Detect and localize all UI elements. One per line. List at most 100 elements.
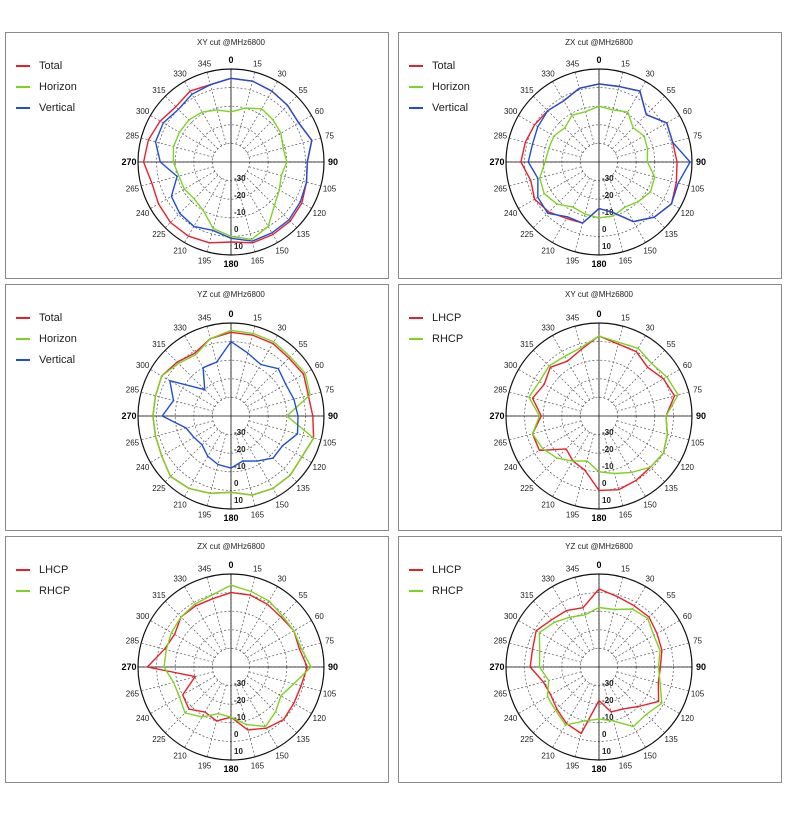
legend-item-vertical: Vertical — [16, 349, 77, 370]
grid-spoke — [184, 586, 223, 652]
chart-title: XY cut @MHz6800 — [565, 290, 634, 299]
grid-spoke — [235, 433, 256, 506]
chart-title: XY cut @MHz6800 — [197, 38, 266, 47]
legend-item-horizon: Horizon — [16, 328, 77, 349]
angle-label: 0 — [596, 560, 601, 570]
series-line-vertical — [527, 83, 691, 224]
angle-label: 240 — [136, 463, 150, 472]
grid-spoke — [150, 115, 216, 154]
angle-label: 120 — [313, 209, 327, 218]
legend-label: Vertical — [39, 353, 76, 366]
series-line-horizon — [538, 105, 656, 219]
grid-spoke — [603, 326, 624, 399]
angle-label: 75 — [325, 637, 334, 646]
grid-spoke — [248, 420, 321, 441]
angle-label: 105 — [691, 438, 705, 447]
radial-label: -20 — [234, 696, 246, 705]
angle-label: 55 — [667, 340, 676, 349]
angle-label: 240 — [136, 714, 150, 723]
angle-label: 30 — [278, 70, 287, 79]
grid-spoke — [614, 115, 680, 154]
polar-chart-zx-cp: ZX cut @MHz6800 0 15 30 55 60 75 90 105 120 135 150… — [121, 542, 338, 774]
angle-label: 195 — [198, 762, 212, 771]
angle-label: 135 — [664, 484, 678, 493]
series-line-vertical — [154, 77, 313, 242]
angle-label: 55 — [299, 591, 308, 600]
grid-spoke — [611, 428, 666, 483]
series-line-rhcp — [538, 606, 663, 728]
grid-spoke — [518, 424, 584, 463]
grid-spoke — [532, 95, 587, 150]
grid-spoke — [164, 679, 219, 734]
angle-label: 105 — [691, 689, 705, 698]
grid-spoke — [509, 420, 582, 441]
series-line-lhcp — [529, 588, 663, 735]
radial-label: -30 — [602, 679, 614, 688]
angle-label: 345 — [566, 564, 580, 573]
grid-spoke — [552, 682, 591, 748]
grid-spoke — [206, 179, 227, 252]
angle-label: 195 — [566, 257, 580, 266]
angle-label: 55 — [667, 591, 676, 600]
angle-label: 180 — [591, 513, 606, 523]
angle-label: 240 — [136, 209, 150, 218]
grid-spoke — [532, 679, 587, 734]
legend-swatch — [409, 316, 423, 319]
angle-label: 270 — [121, 411, 136, 421]
legend: Total Horizon Vertical — [16, 55, 77, 118]
grid-spoke — [552, 586, 591, 652]
angle-label: 180 — [223, 513, 238, 523]
series-line-rhcp — [528, 335, 679, 475]
angle-label: 15 — [253, 313, 262, 322]
radial-label: -30 — [234, 428, 246, 437]
angle-label: 135 — [664, 230, 678, 239]
angle-label: 345 — [566, 313, 580, 322]
grid-spoke — [574, 326, 595, 399]
angle-label: 270 — [489, 411, 504, 421]
grid-spoke — [614, 424, 680, 463]
angle-label: 135 — [296, 735, 310, 744]
angle-label: 55 — [299, 340, 308, 349]
angle-label: 90 — [328, 662, 338, 672]
angle-label: 265 — [494, 184, 508, 193]
radial-label: 0 — [234, 225, 239, 234]
angle-label: 0 — [596, 55, 601, 65]
radial-label: -30 — [602, 174, 614, 183]
angle-label: 345 — [198, 313, 212, 322]
angle-label: 60 — [315, 361, 324, 370]
legend-item-vertical: Vertical — [16, 97, 77, 118]
radial-label: -10 — [602, 208, 614, 217]
angle-label: 330 — [173, 575, 187, 584]
grid-spoke — [616, 391, 689, 412]
angle-label: 210 — [173, 751, 187, 760]
angle-label: 165 — [251, 511, 265, 520]
grid-spoke — [150, 170, 216, 209]
angle-label: 30 — [278, 575, 287, 584]
grid-spoke — [246, 369, 312, 408]
angle-label: 180 — [591, 259, 606, 269]
legend-label: Total — [432, 59, 456, 72]
angle-label: 285 — [126, 132, 140, 141]
radial-label: -30 — [234, 679, 246, 688]
grid-spoke — [607, 431, 646, 497]
legend-label: Horizon — [432, 80, 470, 93]
legend-swatch — [409, 337, 423, 340]
angle-label: 90 — [696, 157, 706, 167]
legend-swatch — [409, 64, 423, 67]
angle-label: 265 — [494, 689, 508, 698]
angle-label: 180 — [591, 764, 606, 774]
angle-label: 300 — [136, 107, 150, 116]
chart-title: ZX cut @MHz6800 — [565, 38, 633, 47]
angle-label: 60 — [683, 612, 692, 621]
grid-spoke — [532, 174, 587, 229]
angle-label: 90 — [696, 662, 706, 672]
grid-spoke — [607, 586, 646, 652]
grid-spoke — [206, 577, 227, 650]
angle-label: 30 — [646, 324, 655, 333]
legend-swatch — [409, 106, 423, 109]
legend-label: RHCP — [432, 584, 464, 597]
grid-spoke — [532, 349, 587, 404]
grid-spoke — [164, 428, 219, 483]
legend-label: Horizon — [39, 80, 77, 93]
series-line-horizon — [172, 107, 288, 241]
